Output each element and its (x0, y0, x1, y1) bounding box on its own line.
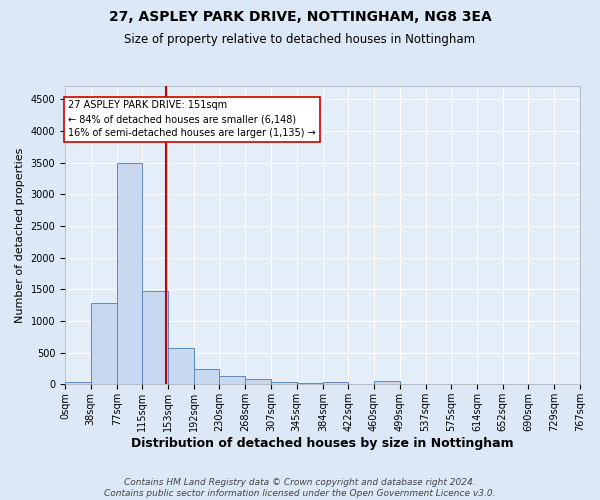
Bar (142, 290, 168, 384)
Y-axis label: Number of detached properties: Number of detached properties (15, 148, 25, 323)
Text: Size of property relative to detached houses in Nottingham: Size of property relative to detached ho… (124, 32, 476, 46)
Bar (65, 382, 91, 384)
Bar (220, 376, 245, 384)
Text: 27, ASPLEY PARK DRIVE, NOTTINGHAM, NG8 3EA: 27, ASPLEY PARK DRIVE, NOTTINGHAM, NG8 3… (109, 10, 491, 24)
Bar (323, 382, 349, 384)
Bar (271, 382, 296, 384)
Bar (168, 348, 194, 385)
Bar (245, 379, 271, 384)
X-axis label: Distribution of detached houses by size in Nottingham: Distribution of detached houses by size … (131, 437, 514, 450)
Text: 27 ASPLEY PARK DRIVE: 151sqm
← 84% of detached houses are smaller (6,148)
16% of: 27 ASPLEY PARK DRIVE: 151sqm ← 84% of de… (68, 100, 316, 138)
Bar (296, 383, 323, 384)
Bar (91, 303, 117, 384)
Bar (194, 369, 220, 384)
Bar (374, 381, 400, 384)
Text: Contains HM Land Registry data © Crown copyright and database right 2024.
Contai: Contains HM Land Registry data © Crown c… (104, 478, 496, 498)
Bar (117, 162, 142, 384)
